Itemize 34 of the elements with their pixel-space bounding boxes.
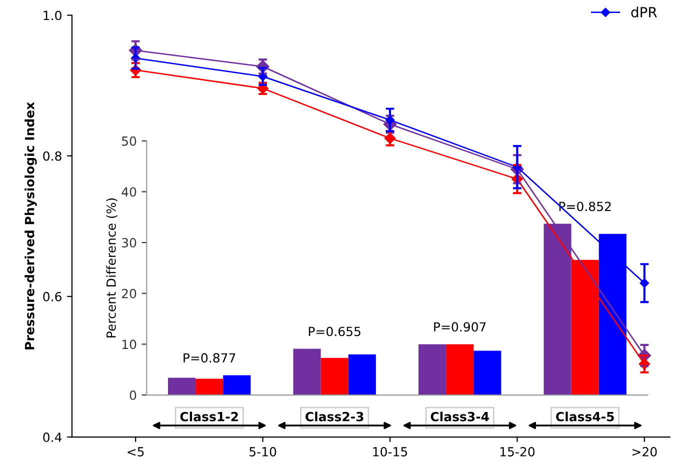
y-tick-label: 1.0	[44, 10, 62, 20]
y-tick-label: 10	[122, 340, 136, 350]
x-tick-label: Class1-2	[180, 412, 238, 422]
bar	[418, 344, 446, 396]
annotation: P=0.907	[434, 322, 486, 332]
y-tick-label: 0	[130, 390, 136, 400]
x-tick-label: 5-10	[250, 446, 276, 456]
y-tick-label: 0.8	[43, 151, 62, 161]
bar	[168, 378, 196, 396]
y-tick-label: 0.4	[43, 432, 62, 442]
x-tick-label: Class2-3	[306, 412, 364, 422]
y-axis-title: Percent Difference (%)	[106, 198, 118, 338]
legend-label: dPR	[631, 6, 657, 18]
y-tick-label: 30	[122, 238, 136, 248]
y-tick-label: 20	[122, 288, 136, 298]
x-tick-label: Class3-4	[430, 412, 489, 422]
bar	[223, 375, 251, 396]
x-tick-label: Class4-5	[556, 412, 614, 422]
y-tick-label: 0.6	[43, 292, 62, 302]
bar	[474, 350, 502, 396]
x-tick-label: <5	[128, 447, 144, 456]
bar	[196, 378, 224, 396]
bar	[320, 358, 348, 396]
y-tick-label: 50	[122, 136, 136, 146]
x-tick-label: >20	[632, 446, 657, 456]
bar	[293, 348, 321, 396]
annotation: P=0.655	[308, 326, 360, 336]
y-tick-label: 40	[122, 187, 136, 197]
annotation: P=0.877	[184, 353, 236, 363]
x-tick-label: 10-15	[373, 446, 408, 456]
x-tick-label: 15-20	[500, 446, 535, 456]
bar	[348, 354, 376, 396]
bar	[446, 344, 474, 396]
y-axis-title: Pressure-derived Physiologic Index	[24, 102, 37, 350]
